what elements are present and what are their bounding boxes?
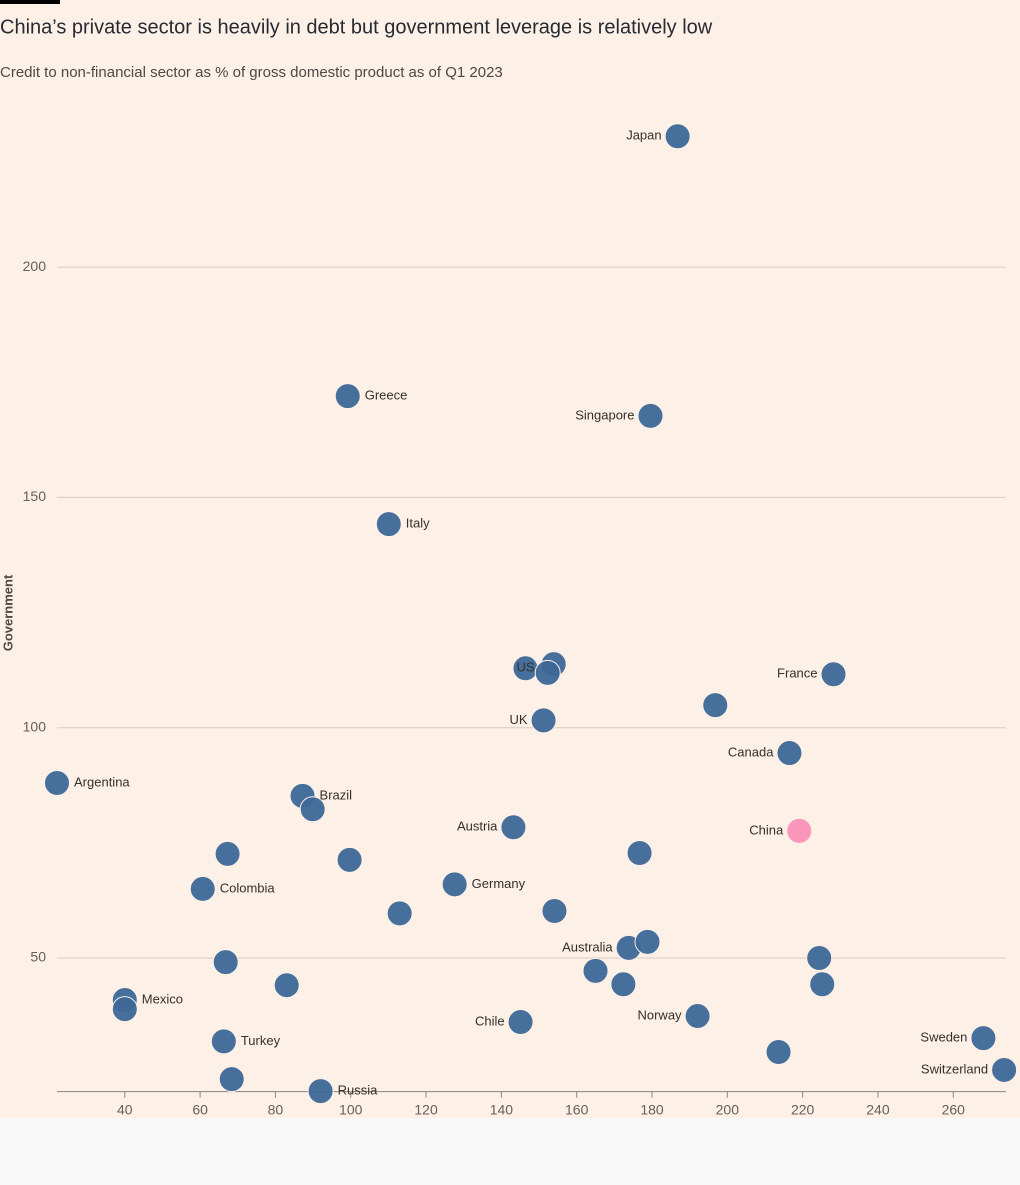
x-tick-label: 180 [640, 1101, 664, 1117]
point [806, 945, 833, 972]
point-label: Canada [728, 744, 774, 759]
point [684, 1003, 711, 1030]
point [375, 511, 402, 538]
x-tick-label: 120 [414, 1101, 438, 1117]
x-tick-label: 60 [192, 1101, 208, 1117]
y-tick-label: 50 [30, 949, 46, 965]
point-label: France [777, 666, 817, 681]
point [336, 846, 363, 873]
point [637, 402, 664, 429]
point-label: Colombia [220, 880, 276, 895]
point-label: Austria [457, 819, 498, 834]
point-label: UK [509, 712, 527, 727]
point [334, 383, 361, 410]
point [212, 949, 239, 976]
point [776, 740, 803, 767]
point [534, 659, 561, 686]
point [299, 796, 326, 823]
point-label: Germany [472, 876, 526, 891]
point [507, 1009, 534, 1036]
point [634, 928, 661, 955]
y-tick-label: 200 [23, 258, 47, 274]
point [970, 1025, 997, 1052]
chart-subtitle: Credit to non-financial sector as % of g… [0, 64, 503, 81]
chart-title: China’s private sector is heavily in deb… [0, 16, 713, 38]
point [307, 1078, 334, 1105]
point [189, 875, 216, 902]
x-tick-label: 140 [490, 1101, 514, 1117]
y-tick-label: 100 [23, 718, 47, 734]
point [500, 814, 527, 841]
point [582, 957, 609, 984]
point [664, 123, 691, 150]
point-label: China [749, 822, 784, 837]
point-label: Chile [475, 1013, 505, 1028]
point-label: Greece [365, 388, 408, 403]
point-label: Brazil [320, 787, 353, 802]
x-tick-label: 260 [942, 1101, 966, 1117]
point-label: Turkey [241, 1033, 281, 1048]
point [111, 996, 138, 1023]
point [44, 769, 70, 796]
point-label: US [516, 660, 534, 675]
x-tick-label: 200 [716, 1101, 740, 1117]
point [210, 1028, 237, 1055]
point [809, 971, 836, 998]
x-tick-label: 80 [268, 1101, 284, 1117]
point [541, 898, 568, 925]
highlight-point [786, 817, 813, 844]
point [273, 972, 300, 999]
point [626, 840, 653, 867]
point [530, 707, 557, 734]
x-tick-label: 40 [117, 1101, 133, 1117]
point-label: Italy [406, 516, 430, 531]
point [214, 840, 241, 867]
point [765, 1038, 792, 1065]
point [610, 971, 637, 998]
point-label: Australia [562, 939, 613, 954]
point-label: Norway [637, 1007, 682, 1022]
point-label: Switzerland [921, 1061, 988, 1076]
point [820, 661, 847, 688]
point-label: Russia [338, 1083, 379, 1098]
point [702, 692, 729, 719]
point-label: Argentina [74, 774, 130, 789]
point-label: Japan [626, 128, 661, 143]
brand-bar [0, 0, 60, 4]
x-tick-label: 100 [339, 1101, 363, 1117]
point-label: Singapore [575, 407, 634, 422]
chart-background [0, 0, 1020, 1118]
point [386, 900, 413, 927]
point-label: Sweden [920, 1030, 967, 1045]
point [218, 1066, 245, 1093]
y-axis-label: Government [0, 574, 15, 651]
point-label: Mexico [142, 991, 183, 1006]
x-tick-label: 220 [791, 1101, 815, 1117]
point [991, 1056, 1018, 1083]
y-tick-label: 150 [23, 488, 47, 504]
point [441, 871, 468, 898]
x-tick-label: 240 [866, 1101, 890, 1117]
x-tick-label: 160 [565, 1101, 589, 1117]
